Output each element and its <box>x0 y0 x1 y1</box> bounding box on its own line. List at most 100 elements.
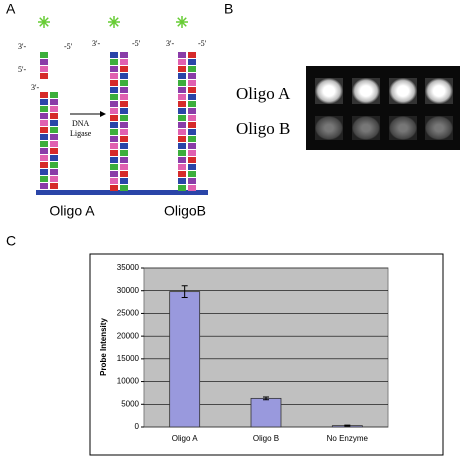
base-block <box>40 134 48 140</box>
base-block <box>110 87 118 93</box>
base-block <box>120 185 128 191</box>
base-block <box>188 150 196 156</box>
y-axis-label: Probe Intensity <box>99 318 108 376</box>
base-block <box>50 120 58 126</box>
base-block <box>178 178 186 184</box>
base-block <box>110 73 118 79</box>
panel-label: B <box>224 1 233 17</box>
base-block <box>188 157 196 163</box>
base-block <box>40 113 48 119</box>
base-block <box>188 122 196 128</box>
base-block <box>120 150 128 156</box>
array-image: Oligo A Oligo B <box>236 66 460 150</box>
end-label: 3'- <box>166 39 174 48</box>
spot <box>352 78 380 104</box>
base-block <box>110 94 118 100</box>
base-block <box>188 136 196 142</box>
base-block <box>40 169 48 175</box>
ligase-label: Ligase <box>70 129 92 138</box>
panel-label: A <box>6 1 16 17</box>
base-block <box>50 141 58 147</box>
y-tick-label: 20000 <box>117 331 140 340</box>
base-block <box>40 52 48 58</box>
base-block <box>110 178 118 184</box>
base-block <box>120 178 128 184</box>
base-block <box>178 59 186 65</box>
base-block <box>110 108 118 114</box>
base-block <box>188 80 196 86</box>
base-block <box>120 171 128 177</box>
row-label: Oligo A <box>236 84 291 103</box>
base-block <box>178 136 186 142</box>
base-block <box>110 164 118 170</box>
x-tick-label: Oligo B <box>253 434 279 443</box>
base-block <box>188 108 196 114</box>
end-label: -5' <box>132 39 141 48</box>
base-block <box>50 113 58 119</box>
base-block <box>120 115 128 121</box>
base-block <box>50 148 58 154</box>
end-label: -5' <box>198 39 207 48</box>
base-block <box>40 141 48 147</box>
base-block <box>40 183 48 189</box>
y-tick-label: 10000 <box>117 377 140 386</box>
x-tick-label: Oligo A <box>172 434 198 443</box>
base-block <box>40 148 48 154</box>
end-label: 3'- <box>31 83 39 92</box>
base-block <box>110 122 118 128</box>
base-block <box>50 176 58 182</box>
base-block <box>188 129 196 135</box>
y-tick-label: 30000 <box>117 286 140 295</box>
dna-diagram: 3'- -5' 5'- 3'- 3'- -5' 3'- -5' DNA Liga… <box>18 16 208 219</box>
fluor-star <box>113 17 119 23</box>
base-block <box>40 92 48 98</box>
base-block <box>120 136 128 142</box>
base-block <box>40 59 48 65</box>
base-block <box>178 157 186 163</box>
base-block <box>110 115 118 121</box>
base-block <box>188 185 196 191</box>
base-block <box>50 155 58 161</box>
x-tick-label: No Enzyme <box>327 434 369 443</box>
arrow-head <box>100 111 106 117</box>
base-block <box>110 185 118 191</box>
base-block <box>110 171 118 177</box>
base-block <box>120 73 128 79</box>
error-bar <box>263 396 269 401</box>
base-block <box>178 164 186 170</box>
base-block <box>120 122 128 128</box>
base-block <box>188 73 196 79</box>
spot <box>352 116 380 140</box>
base-block <box>110 143 118 149</box>
base-block <box>188 87 196 93</box>
end-label: 3'- <box>18 42 26 51</box>
base-block <box>120 143 128 149</box>
base-block <box>178 129 186 135</box>
substrate <box>36 190 208 195</box>
ligase-label: DNA <box>72 119 90 128</box>
base-block <box>120 59 128 65</box>
oligo-label: OligoB <box>164 203 206 219</box>
base-block <box>110 80 118 86</box>
spot <box>315 78 343 104</box>
base-block <box>120 66 128 72</box>
base-block <box>178 115 186 121</box>
base-block <box>178 150 186 156</box>
base-block <box>178 94 186 100</box>
base-block <box>40 73 48 79</box>
base-block <box>120 157 128 163</box>
spot <box>425 116 453 140</box>
fluor-star <box>43 17 49 23</box>
error-bar <box>344 424 351 427</box>
base-block <box>110 150 118 156</box>
base-block <box>110 129 118 135</box>
row-label: Oligo B <box>236 119 290 138</box>
y-tick-label: 15000 <box>117 354 140 363</box>
y-tick-label: 5000 <box>121 399 139 408</box>
base-block <box>178 80 186 86</box>
spot <box>389 116 417 140</box>
spot <box>389 78 417 104</box>
base-block <box>50 169 58 175</box>
bar <box>169 291 201 428</box>
